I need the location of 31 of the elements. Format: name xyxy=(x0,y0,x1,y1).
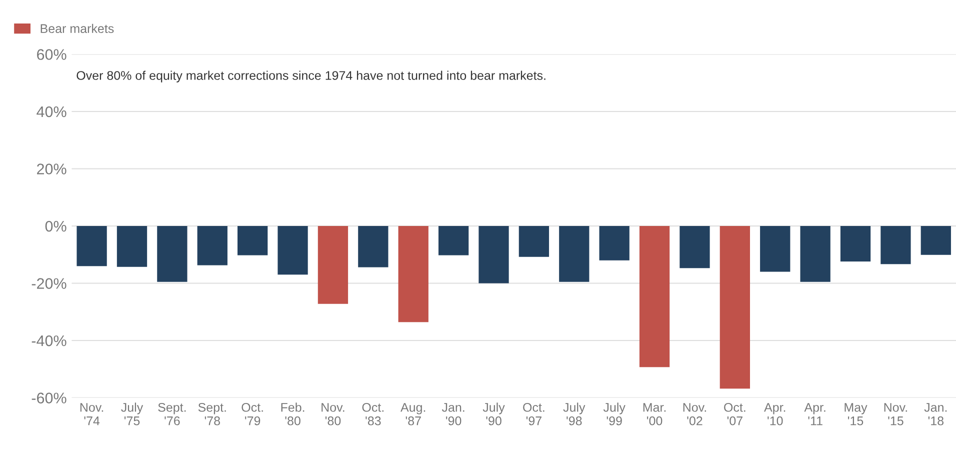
x-tick-label: Nov. '80 xyxy=(322,403,344,426)
x-tick-label: Mar. '00 xyxy=(643,403,666,426)
x-tick-label: Oct. '83 xyxy=(362,402,384,426)
x-tick-label: May '15 xyxy=(844,403,868,426)
y-tick-label: 20% xyxy=(37,164,66,174)
x-tick-label: Jan. '90 xyxy=(442,403,464,426)
x-tick-label: Aug. '87 xyxy=(400,403,426,426)
x-tick-label: Nov. '15 xyxy=(884,403,907,426)
x-tick-label: Jan. '18 xyxy=(924,403,947,426)
y-tick-label: 40% xyxy=(36,106,66,118)
x-tick-label: Oct. '97 xyxy=(523,402,544,426)
x-tick-label: Sept. '76 xyxy=(158,402,186,426)
y-tick-label: -40% xyxy=(32,335,66,346)
x-tick-label: Apr. '10 xyxy=(764,403,786,426)
x-tick-label: Nov. '74 xyxy=(80,403,104,426)
y-tick-label: -60% xyxy=(32,392,66,404)
annotation: Over 80% of equity market corrections since 1974 have not turned into bear markets. xyxy=(76,70,546,82)
x-tick-label: Sept. '78 xyxy=(198,402,226,426)
legend-label: Bear markets xyxy=(40,24,114,34)
x-tick-label: July '98 xyxy=(563,402,586,426)
x-tick-label: Apr. '11 xyxy=(804,403,826,426)
x-tick-label: Oct. '79 xyxy=(242,402,263,426)
x-tick-label: July '99 xyxy=(603,402,626,426)
x-tick-label: Feb. '80 xyxy=(281,402,304,426)
x-tick-label: Oct. '07 xyxy=(724,402,746,426)
y-tick-label: -20% xyxy=(32,278,66,289)
y-tick-label: 0% xyxy=(45,220,66,232)
x-tick-label: July '90 xyxy=(482,402,505,426)
y-tick-label: 60% xyxy=(37,49,66,60)
x-tick-label: July '75 xyxy=(121,402,144,426)
x-tick-label: Nov. '02 xyxy=(683,403,706,426)
